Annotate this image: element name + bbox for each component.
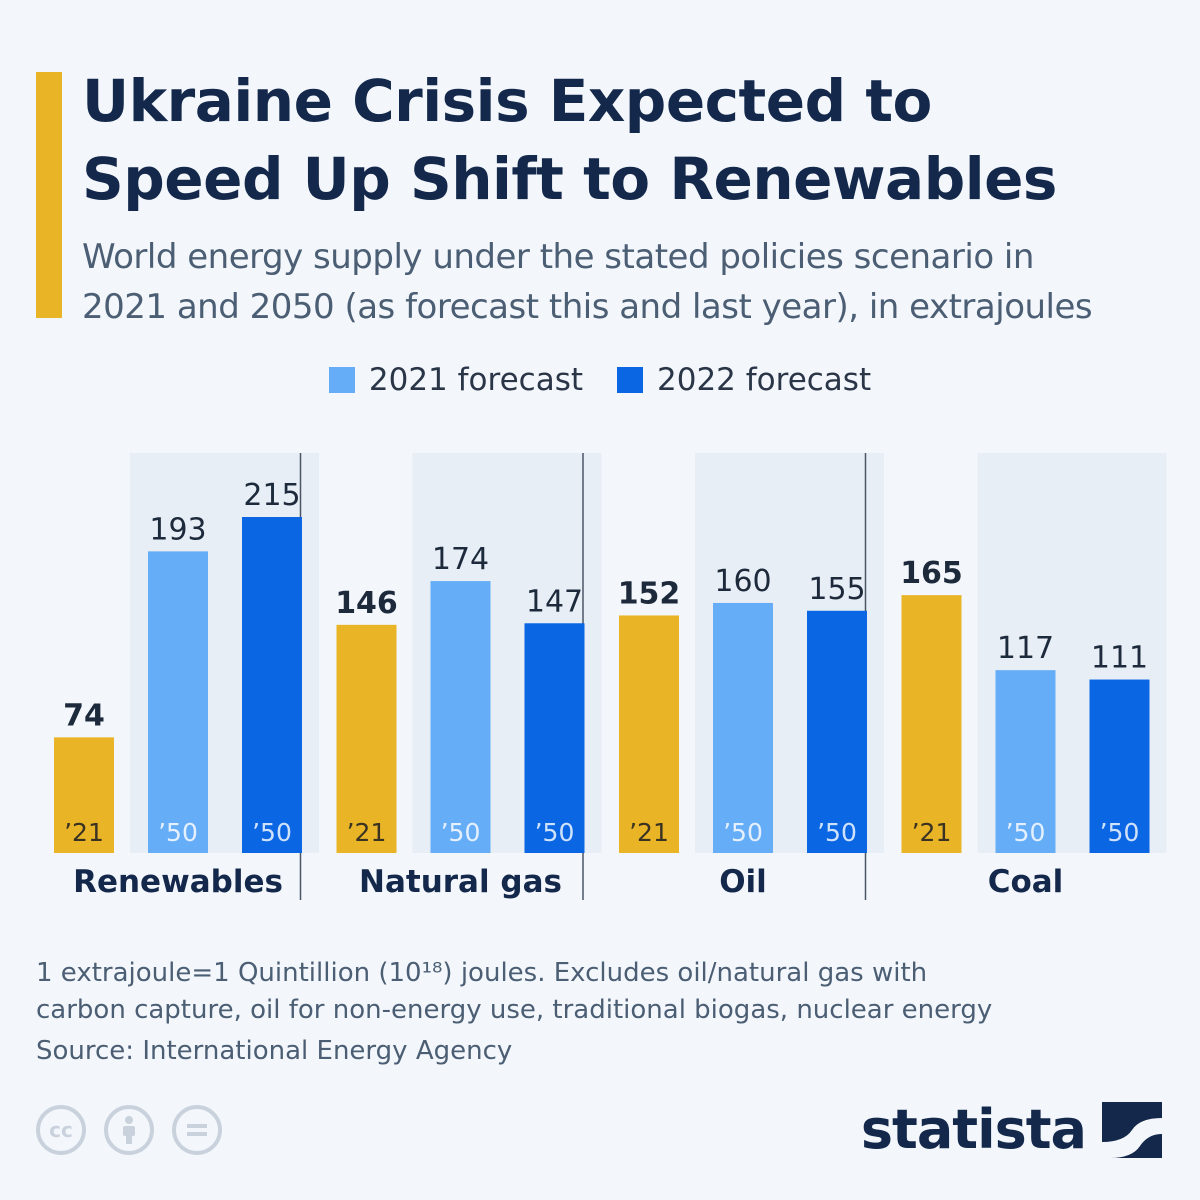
value-label-coal-2: 111	[1091, 641, 1148, 676]
bar-year-label-natural-gas-2: ’50	[535, 818, 575, 847]
statista-brand[interactable]: statista	[861, 1098, 1162, 1161]
bar-renewables-2	[242, 516, 302, 853]
statista-logo-icon	[1102, 1101, 1162, 1158]
footnote: 1 extrajoule=1 Quintillion (10¹⁸) joules…	[36, 958, 993, 1025]
no-derivatives-icon[interactable]	[172, 1105, 222, 1155]
bar-year-label-coal-0: ’21	[912, 818, 952, 847]
value-label-coal-1: 117	[997, 631, 1054, 666]
bar-year-label-coal-1: ’50	[1006, 818, 1046, 847]
bar-oil-1	[713, 602, 773, 853]
bar-natural-gas-2	[524, 623, 585, 853]
category-label-renewables: Renewables	[73, 864, 283, 900]
legend-label-2022-forecast: 2022 forecast	[657, 362, 872, 398]
value-label-coal-0: 165	[900, 556, 963, 591]
value-label-renewables-1: 193	[149, 512, 206, 547]
bar-coal-0	[901, 595, 962, 853]
value-label-natural-gas-0: 146	[335, 586, 398, 621]
category-label-coal: Coal	[988, 864, 1064, 900]
bar-year-label-oil-1: ’50	[723, 818, 763, 847]
chart-legend: 2021 forecast 2022 forecast	[0, 362, 1200, 398]
bar-year-label-natural-gas-0: ’21	[347, 818, 387, 847]
creative-commons-icon[interactable]: cc	[36, 1105, 86, 1155]
bar-year-label-oil-2: ’50	[817, 818, 857, 847]
value-label-renewables-0: 74	[63, 698, 105, 733]
value-label-natural-gas-1: 174	[432, 542, 489, 577]
value-label-oil-1: 160	[714, 564, 771, 599]
bar-oil-0	[619, 615, 679, 853]
chart-subtitle: World energy supply under the stated pol…	[82, 237, 1093, 327]
bar-renewables-1	[148, 551, 208, 853]
value-label-oil-0: 152	[618, 576, 681, 611]
bar-year-label-renewables-1: ’50	[158, 818, 198, 847]
attribution-icon[interactable]	[104, 1105, 154, 1155]
source-note: Source: International Energy Agency	[36, 1036, 513, 1066]
bar-coal-2	[1089, 679, 1150, 853]
bar-year-label-coal-2: ’50	[1100, 818, 1140, 847]
legend-item-2022-forecast: 2022 forecast	[617, 362, 871, 398]
title-accent-bar	[36, 72, 62, 318]
bar-chart: 74 ’21 193 ’50 215 ’50 Renewables 146 ’21 174 ’50 1…	[54, 453, 1167, 900]
value-label-renewables-2: 215	[243, 478, 300, 513]
bar-year-label-renewables-0: ’21	[64, 818, 104, 847]
chart-title: Ukraine Crisis Expected to Speed Up Shif…	[82, 67, 1057, 213]
bar-year-label-natural-gas-1: ’50	[441, 818, 481, 847]
bar-oil-2	[807, 610, 867, 853]
legend-item-2021-forecast: 2021 forecast	[328, 362, 583, 398]
bar-natural-gas-0	[336, 624, 397, 853]
legend-swatch-2022-forecast	[617, 367, 643, 393]
bar-renewables-0	[54, 737, 114, 853]
bar-coal-1	[995, 670, 1056, 853]
bar-natural-gas-1	[430, 581, 491, 853]
statista-logo-text: statista	[860, 1098, 1087, 1161]
legend-label-2021-forecast: 2021 forecast	[368, 362, 583, 398]
bar-year-label-renewables-2: ’50	[252, 818, 292, 847]
category-label-oil: Oil	[719, 864, 767, 900]
legend-swatch-2021-forecast	[328, 367, 355, 393]
value-label-natural-gas-2: 147	[526, 584, 583, 619]
value-label-oil-2: 155	[808, 572, 865, 607]
bar-year-label-oil-0: ’21	[629, 818, 669, 847]
license-icons: cc	[36, 1105, 222, 1155]
category-label-natural-gas: Natural gas	[359, 864, 562, 900]
